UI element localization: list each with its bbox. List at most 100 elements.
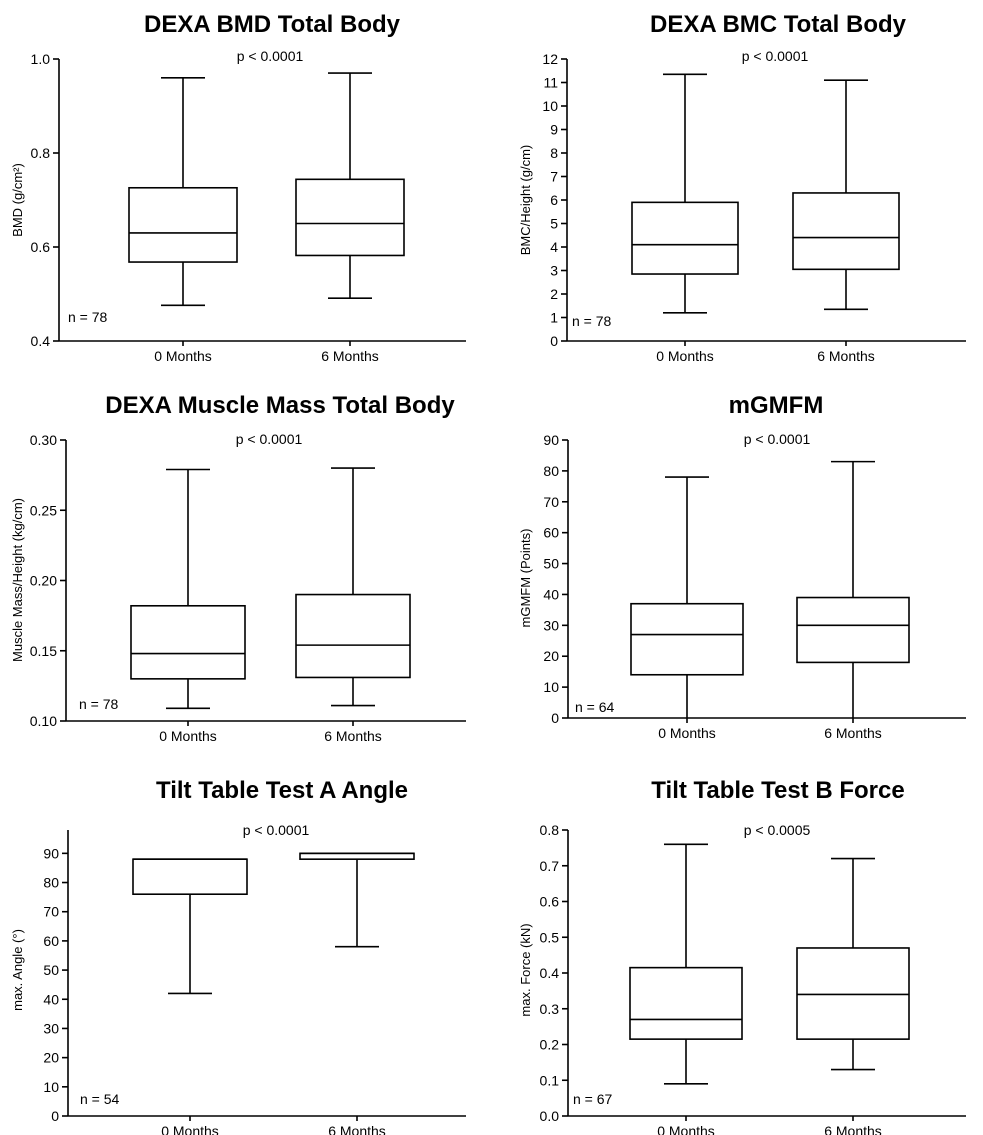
y-tick-label: 0.8 xyxy=(540,822,560,838)
y-tick-label: 60 xyxy=(543,525,559,541)
y-tick-label: 40 xyxy=(543,586,559,602)
y-tick-label: 0.2 xyxy=(540,1037,560,1053)
sample-size-label: n = 78 xyxy=(572,313,612,329)
y-tick-label: 0.8 xyxy=(31,145,51,161)
p-value-label: p < 0.0001 xyxy=(236,431,303,447)
y-tick-label: 0 xyxy=(551,710,559,726)
x-category-label: 0 Months xyxy=(657,1123,715,1135)
x-category-label: 0 Months xyxy=(161,1123,219,1135)
y-tick-label: 0.10 xyxy=(30,713,57,729)
x-category-label: 6 Months xyxy=(324,728,382,744)
y-tick-label: 0.15 xyxy=(30,643,57,659)
y-tick-label: 0 xyxy=(550,333,558,349)
box-plot-group xyxy=(630,476,744,718)
y-tick-label: 0.20 xyxy=(30,573,57,589)
y-tick-label: 50 xyxy=(543,556,559,572)
box-plot-group xyxy=(629,843,743,1085)
y-tick-label: 0 xyxy=(51,1108,59,1124)
y-tick-label: 0.4 xyxy=(540,965,560,981)
x-category-label: 6 Months xyxy=(817,348,875,364)
y-tick-label: 50 xyxy=(43,962,59,978)
x-category-label: 6 Months xyxy=(321,348,379,364)
y-tick-label: 0.30 xyxy=(30,432,57,448)
box-plot-group xyxy=(631,73,739,314)
y-tick-label: 0.4 xyxy=(31,333,51,349)
iqr-box xyxy=(295,178,405,257)
iqr-box xyxy=(130,604,246,680)
iqr-box xyxy=(629,966,743,1040)
box-plot-group xyxy=(299,852,415,948)
box-plot: Tilt Table Test B Force p < 0.0005 n = 67 0… xyxy=(518,777,966,1135)
box-plot-group xyxy=(132,858,248,995)
chart-panel-tilt-angle: Tilt Table Test A Angle p < 0.0001 n = 54 0… xyxy=(0,755,490,1135)
box-plot-group xyxy=(130,468,246,710)
x-category-label: 6 Months xyxy=(824,1123,882,1135)
box-plot-group xyxy=(295,467,411,707)
y-tick-label: 0.1 xyxy=(540,1072,560,1088)
y-axis-label: BMD (g/cm²) xyxy=(10,163,25,237)
y-tick-label: 0.6 xyxy=(540,894,560,910)
p-value-label: p < 0.0001 xyxy=(744,431,811,447)
y-tick-label: 70 xyxy=(43,904,59,920)
y-axis-label: max. Force (kN) xyxy=(518,923,533,1016)
y-tick-label: 90 xyxy=(43,845,59,861)
x-category-label: 6 Months xyxy=(328,1123,386,1135)
box-plot: DEXA BMD Total Body p < 0.0001 n = 78 0.4 0.… xyxy=(10,11,466,364)
box-plot-group xyxy=(796,460,910,718)
y-tick-label: 0.0 xyxy=(540,1108,560,1124)
iqr-box xyxy=(295,593,411,679)
y-tick-label: 11 xyxy=(543,75,558,91)
iqr-box xyxy=(796,947,910,1040)
chart-title: mGMFM xyxy=(729,392,824,419)
y-tick-label: 60 xyxy=(43,933,59,949)
y-tick-label: 0.25 xyxy=(30,502,57,518)
iqr-box xyxy=(630,602,744,676)
y-tick-label: 10 xyxy=(43,1079,59,1095)
x-category-label: 0 Months xyxy=(656,348,714,364)
box-plot-group xyxy=(792,79,900,311)
y-tick-label: 0.3 xyxy=(540,1001,560,1017)
sample-size-label: n = 54 xyxy=(80,1091,120,1107)
box-plot-group xyxy=(128,77,238,307)
iqr-box xyxy=(132,858,248,896)
box-plot-group xyxy=(796,857,910,1071)
p-value-label: p < 0.0001 xyxy=(742,48,809,64)
y-tick-label: 20 xyxy=(43,1050,59,1066)
y-axis-label: Muscle Mass/Height (kg/cm) xyxy=(10,498,25,662)
y-tick-label: 2 xyxy=(550,286,558,302)
sample-size-label: n = 64 xyxy=(575,699,615,715)
y-tick-label: 12 xyxy=(542,51,558,67)
y-axis-label: mGMFM (Points) xyxy=(518,529,533,628)
sample-size-label: n = 78 xyxy=(79,696,119,712)
y-axis-label: BMC/Height (g/cm) xyxy=(518,145,533,256)
chart-panel-bmd: DEXA BMD Total Body p < 0.0001 n = 78 0.4 0.… xyxy=(0,0,490,370)
y-tick-label: 8 xyxy=(550,145,558,161)
y-tick-label: 10 xyxy=(542,98,558,114)
y-tick-label: 80 xyxy=(43,875,59,891)
box-plot: mGMFM p < 0.0001 n = 64 0 10 20 30 40 50 60 70 80 90… xyxy=(518,392,966,741)
box-plot: Tilt Table Test A Angle p < 0.0001 n = 54 0… xyxy=(10,777,466,1135)
p-value-label: p < 0.0001 xyxy=(237,48,304,64)
y-tick-label: 6 xyxy=(550,192,558,208)
chart-panel-muscle-mass: DEXA Muscle Mass Total Body p < 0.0001 n =… xyxy=(0,370,490,755)
sample-size-label: n = 67 xyxy=(573,1091,613,1107)
chart-title: DEXA BMD Total Body xyxy=(144,11,401,38)
iqr-box xyxy=(631,201,739,275)
y-tick-label: 30 xyxy=(43,1020,59,1036)
x-category-label: 0 Months xyxy=(658,725,716,741)
y-tick-label: 90 xyxy=(543,432,559,448)
y-tick-label: 10 xyxy=(543,679,559,695)
y-tick-label: 3 xyxy=(550,263,558,279)
chart-title: Tilt Table Test A Angle xyxy=(156,777,408,804)
y-tick-label: 5 xyxy=(550,216,558,232)
chart-panel-tilt-force: Tilt Table Test B Force p < 0.0005 n = 67 0… xyxy=(490,755,983,1135)
y-tick-label: 70 xyxy=(543,494,559,510)
chart-title: DEXA BMC Total Body xyxy=(650,11,907,38)
chart-panel-mgmfm: mGMFM p < 0.0001 n = 64 0 10 20 30 40 50 60 70 80 90… xyxy=(490,370,983,755)
iqr-box xyxy=(128,186,238,263)
y-tick-label: 80 xyxy=(543,463,559,479)
box-plot: DEXA Muscle Mass Total Body p < 0.0001 n =… xyxy=(10,392,466,744)
chart-title: Tilt Table Test B Force xyxy=(651,777,904,804)
y-tick-label: 1.0 xyxy=(31,51,51,67)
